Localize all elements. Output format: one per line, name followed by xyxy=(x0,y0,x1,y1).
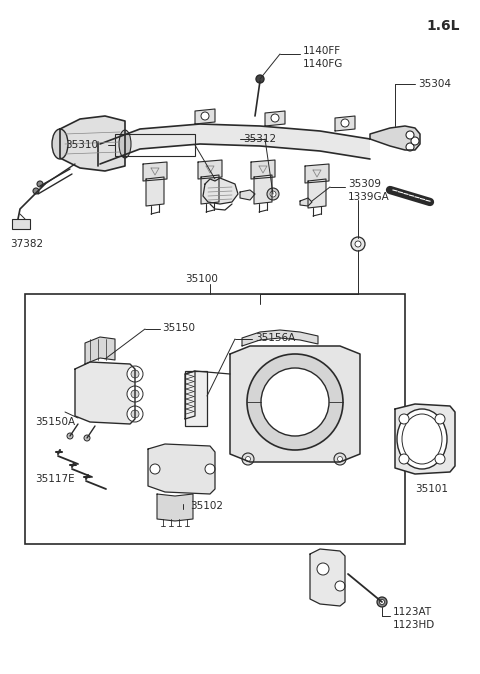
Polygon shape xyxy=(335,116,355,131)
Circle shape xyxy=(245,456,251,462)
Bar xyxy=(115,134,195,156)
Circle shape xyxy=(192,408,199,415)
Polygon shape xyxy=(75,362,135,424)
Polygon shape xyxy=(370,126,420,150)
Polygon shape xyxy=(185,371,195,419)
Bar xyxy=(185,371,207,426)
Polygon shape xyxy=(251,160,275,179)
Circle shape xyxy=(377,597,387,607)
Ellipse shape xyxy=(52,129,68,159)
Bar xyxy=(12,219,30,229)
Polygon shape xyxy=(195,109,215,124)
Polygon shape xyxy=(143,162,167,181)
Circle shape xyxy=(188,404,202,418)
Polygon shape xyxy=(308,179,326,208)
Circle shape xyxy=(127,406,143,422)
Circle shape xyxy=(351,237,365,251)
Text: 35117E: 35117E xyxy=(35,474,74,484)
Circle shape xyxy=(341,119,349,127)
Circle shape xyxy=(192,392,199,400)
Ellipse shape xyxy=(119,130,131,158)
Circle shape xyxy=(127,366,143,382)
Text: 35304: 35304 xyxy=(418,79,451,89)
Circle shape xyxy=(399,454,409,464)
Polygon shape xyxy=(60,116,125,171)
Polygon shape xyxy=(146,177,164,206)
Polygon shape xyxy=(201,175,219,204)
Circle shape xyxy=(127,386,143,402)
Circle shape xyxy=(406,143,414,151)
Circle shape xyxy=(435,454,445,464)
Polygon shape xyxy=(395,404,455,474)
Circle shape xyxy=(271,114,279,122)
Circle shape xyxy=(261,368,329,436)
Circle shape xyxy=(406,131,414,139)
Circle shape xyxy=(317,563,329,575)
Circle shape xyxy=(205,464,215,474)
Polygon shape xyxy=(85,337,115,364)
Circle shape xyxy=(33,188,39,194)
Circle shape xyxy=(337,456,343,462)
Text: 35100: 35100 xyxy=(185,274,218,284)
Circle shape xyxy=(247,354,343,450)
Circle shape xyxy=(256,75,264,83)
Circle shape xyxy=(267,188,279,200)
Text: 37382: 37382 xyxy=(10,239,43,249)
Circle shape xyxy=(356,241,360,247)
Polygon shape xyxy=(240,190,255,200)
Text: 1123HD: 1123HD xyxy=(393,620,435,630)
Polygon shape xyxy=(198,160,222,179)
Text: 35101: 35101 xyxy=(415,484,448,494)
Circle shape xyxy=(355,241,361,247)
Polygon shape xyxy=(100,124,370,164)
Text: 1339GA: 1339GA xyxy=(348,192,390,202)
Polygon shape xyxy=(305,164,329,183)
Text: 35309: 35309 xyxy=(348,179,381,189)
Polygon shape xyxy=(265,111,285,126)
Circle shape xyxy=(399,414,409,424)
Text: 35102: 35102 xyxy=(190,501,223,511)
Text: 35150: 35150 xyxy=(162,323,195,333)
Circle shape xyxy=(131,370,139,378)
Circle shape xyxy=(188,374,202,388)
Ellipse shape xyxy=(397,409,447,469)
Text: 1.6L: 1.6L xyxy=(427,19,460,33)
Text: 35156A: 35156A xyxy=(255,333,295,343)
Circle shape xyxy=(84,435,90,441)
Ellipse shape xyxy=(402,414,442,464)
Circle shape xyxy=(242,453,254,465)
Circle shape xyxy=(335,581,345,591)
Text: 1140FF: 1140FF xyxy=(303,46,341,56)
Polygon shape xyxy=(300,198,312,206)
Circle shape xyxy=(380,599,384,605)
Polygon shape xyxy=(254,175,272,204)
Ellipse shape xyxy=(88,142,108,166)
Circle shape xyxy=(188,389,202,403)
Circle shape xyxy=(435,414,445,424)
Circle shape xyxy=(411,137,419,145)
Circle shape xyxy=(37,181,43,187)
Text: 1140FG: 1140FG xyxy=(303,59,343,69)
Polygon shape xyxy=(203,178,238,204)
Circle shape xyxy=(150,464,160,474)
Polygon shape xyxy=(157,494,193,521)
Circle shape xyxy=(270,191,276,197)
Polygon shape xyxy=(310,549,345,606)
Circle shape xyxy=(201,112,209,120)
Circle shape xyxy=(334,453,346,465)
Bar xyxy=(25,294,405,544)
Text: 1123AT: 1123AT xyxy=(393,607,432,617)
Polygon shape xyxy=(242,330,318,346)
Circle shape xyxy=(352,238,364,250)
Circle shape xyxy=(131,410,139,418)
Text: 35312: 35312 xyxy=(243,134,276,144)
Text: 35150A: 35150A xyxy=(35,417,75,427)
Text: 35310: 35310 xyxy=(65,140,98,150)
Polygon shape xyxy=(148,444,215,494)
Circle shape xyxy=(131,390,139,398)
Polygon shape xyxy=(230,346,360,462)
Circle shape xyxy=(67,433,73,439)
Circle shape xyxy=(192,377,199,384)
